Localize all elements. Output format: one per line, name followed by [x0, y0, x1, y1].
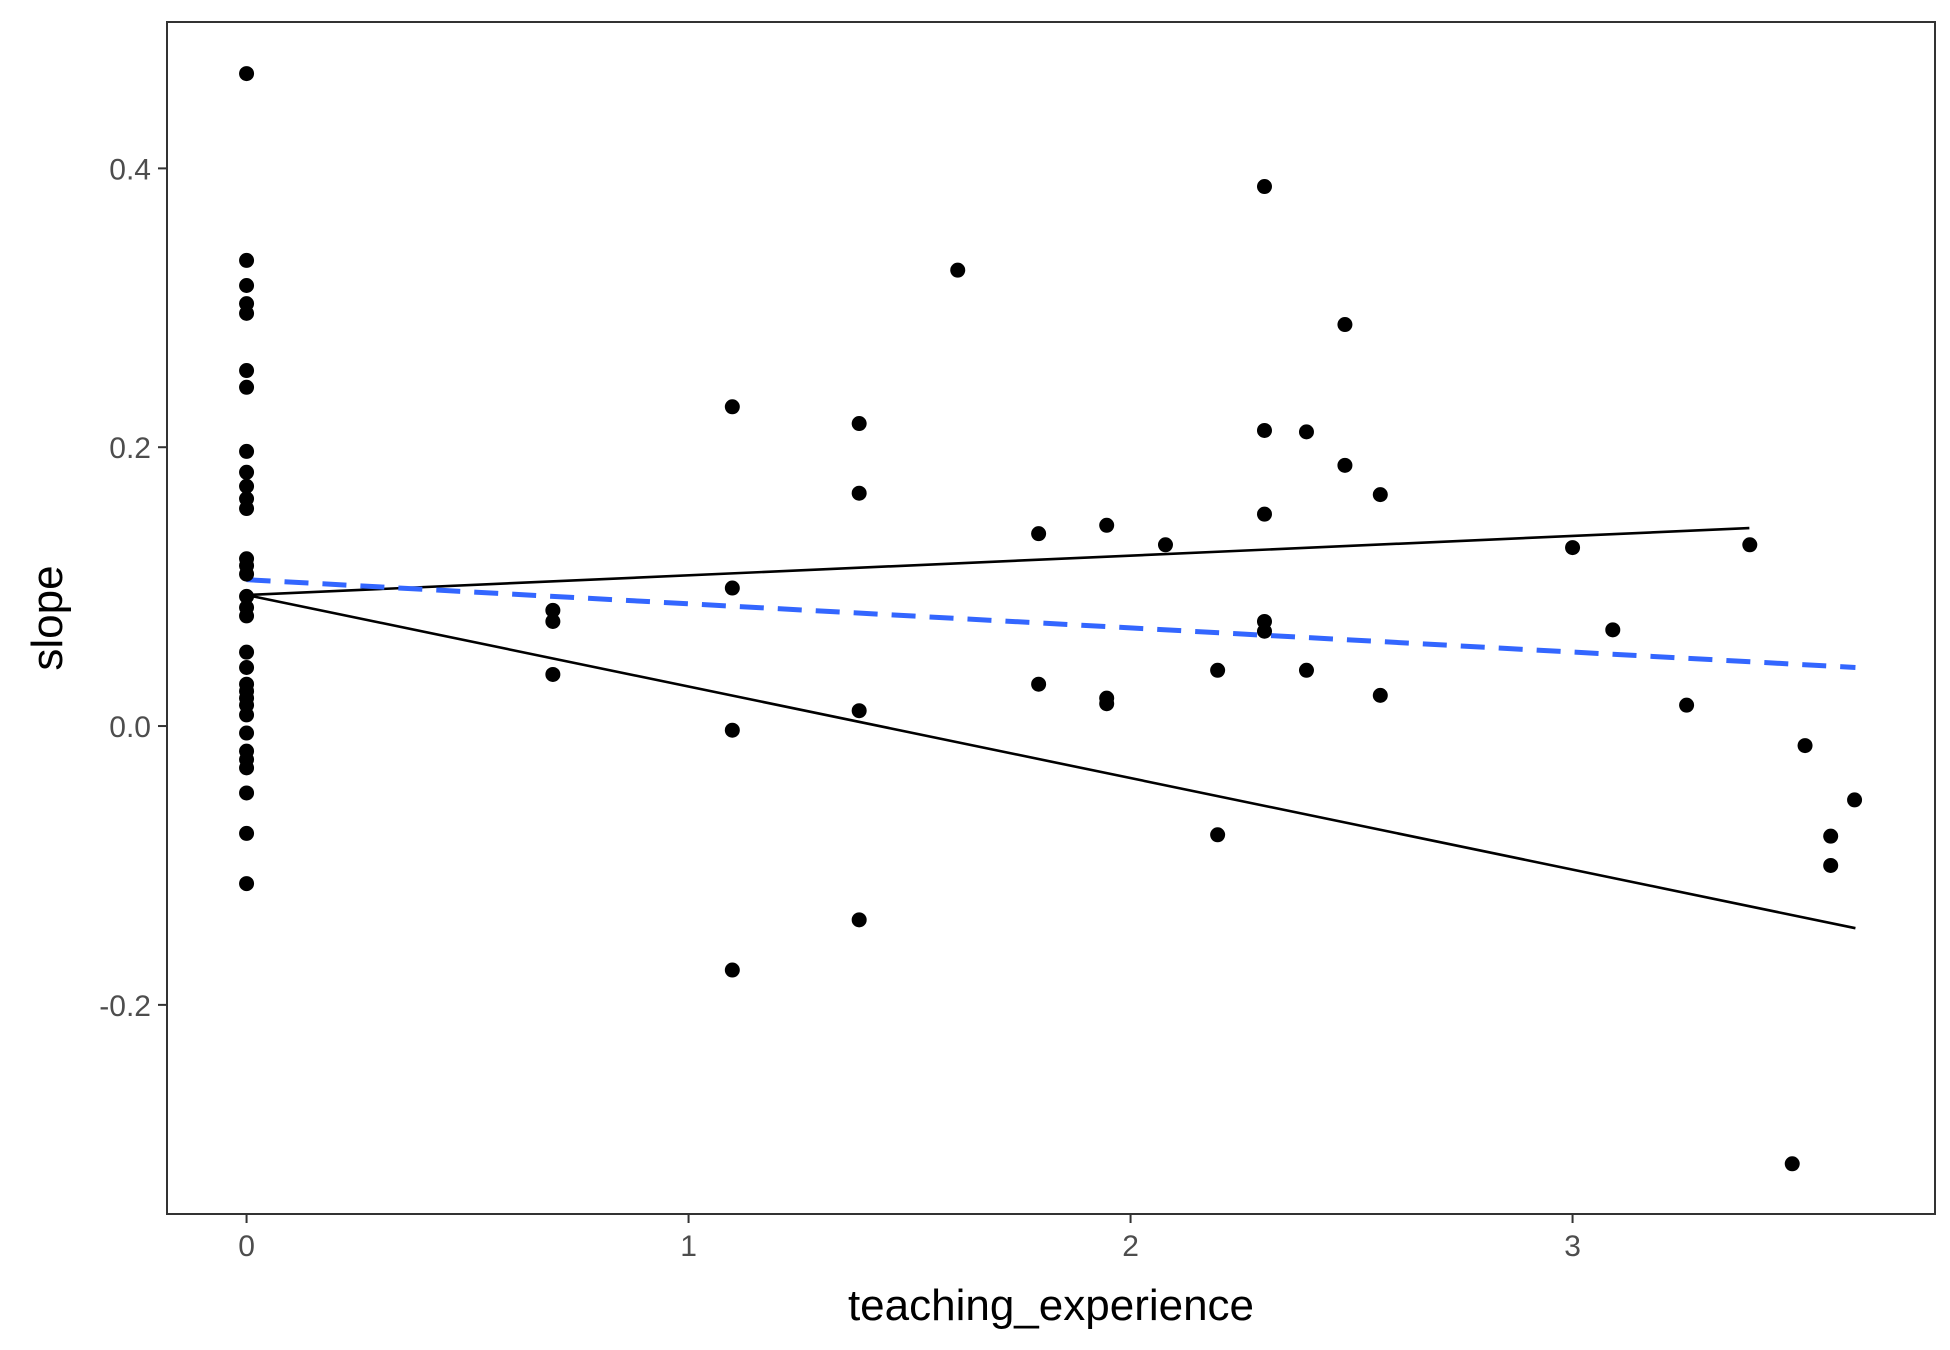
y-axis: -0.2 0.0 0.2 0.4 — [99, 153, 167, 1023]
data-point — [851, 485, 867, 501]
data-point — [724, 722, 740, 738]
data-point — [239, 785, 255, 801]
data-point — [1605, 622, 1621, 638]
data-point — [1565, 540, 1581, 556]
data-point — [239, 443, 255, 459]
data-point — [1031, 676, 1047, 692]
solid-fit-line-0 — [246, 526, 1750, 597]
data-point — [239, 876, 255, 892]
data-point — [851, 416, 867, 432]
data-point — [239, 707, 255, 723]
data-point — [1256, 506, 1272, 522]
data-point — [1298, 424, 1314, 440]
data-point — [239, 252, 255, 268]
data-point — [1099, 696, 1115, 712]
data-point — [1372, 487, 1388, 503]
data-point — [1742, 537, 1758, 553]
data-point — [239, 478, 255, 494]
data-point — [1847, 792, 1863, 808]
data-point — [239, 277, 255, 293]
data-point — [1256, 623, 1272, 639]
data-point — [239, 379, 255, 395]
data-point — [239, 66, 255, 82]
data-point — [724, 399, 740, 415]
data-point — [1372, 687, 1388, 703]
data-point — [851, 703, 867, 719]
data-point — [1210, 662, 1226, 678]
data-point — [1337, 317, 1353, 333]
data-point — [239, 363, 255, 379]
data-point — [1099, 517, 1115, 533]
data-point — [239, 464, 255, 480]
x-tick-label: 0 — [238, 1230, 255, 1263]
data-point — [950, 262, 966, 278]
plot-panel-border — [166, 21, 1936, 1215]
data-point — [239, 760, 255, 776]
data-point — [239, 725, 255, 741]
y-tick-label: -0.2 — [99, 990, 151, 1023]
x-axis-title: teaching_experience — [848, 1281, 1254, 1330]
data-point — [239, 825, 255, 841]
data-point — [239, 566, 255, 582]
dashed-fit-line-2 — [246, 577, 1856, 670]
x-tick-label: 3 — [1564, 1230, 1581, 1263]
data-point — [1157, 537, 1173, 553]
data-point — [1256, 422, 1272, 438]
data-point — [1797, 738, 1813, 754]
data-point — [1823, 828, 1839, 844]
x-tick-label: 2 — [1122, 1230, 1139, 1263]
fit-lines — [246, 526, 1856, 930]
data-point — [239, 501, 255, 517]
data-point — [1823, 857, 1839, 873]
data-point — [1337, 457, 1353, 473]
y-tick-label: 0.4 — [109, 153, 151, 186]
data-point — [1031, 526, 1047, 542]
data-point — [545, 602, 561, 618]
data-points — [239, 66, 1863, 1172]
data-point — [545, 613, 561, 629]
data-point — [239, 659, 255, 675]
data-point — [1256, 179, 1272, 195]
data-point — [239, 588, 255, 604]
data-point — [239, 644, 255, 660]
data-point — [239, 608, 255, 624]
data-point — [724, 962, 740, 978]
data-point — [545, 666, 561, 682]
y-axis-title: slope — [23, 565, 72, 670]
data-point — [851, 912, 867, 928]
solid-fit-line-1 — [246, 593, 1856, 930]
data-point — [1679, 697, 1695, 713]
data-point — [239, 305, 255, 321]
y-tick-label: 0.2 — [109, 432, 151, 465]
data-point — [1298, 662, 1314, 678]
x-axis: 0 1 2 3 — [238, 1214, 1581, 1263]
data-point — [724, 580, 740, 596]
x-tick-label: 1 — [680, 1230, 697, 1263]
data-point — [1210, 827, 1226, 843]
y-tick-label: 0.0 — [109, 711, 151, 744]
data-point — [1784, 1156, 1800, 1172]
